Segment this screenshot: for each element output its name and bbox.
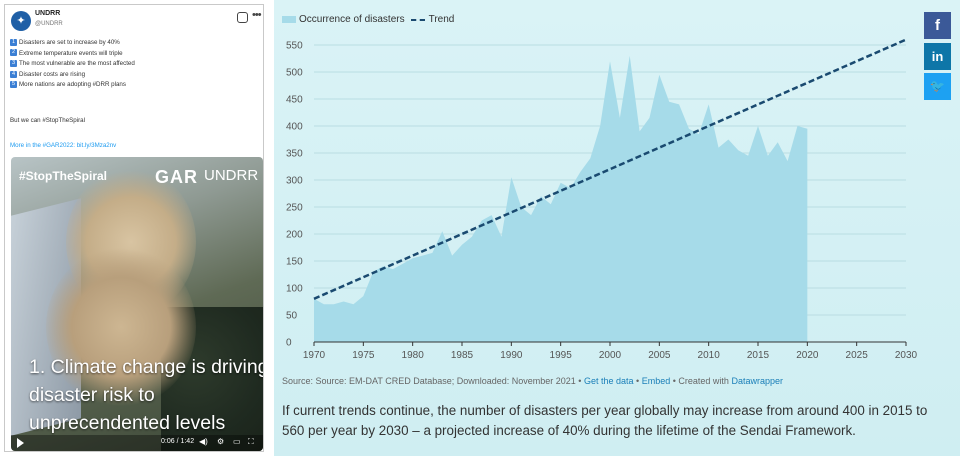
y-tick-label: 50 bbox=[286, 311, 298, 322]
facebook-share-icon[interactable]: f bbox=[924, 12, 951, 39]
legend-area-label: Occurrence of disasters bbox=[299, 14, 405, 25]
x-tick-label: 2020 bbox=[796, 350, 819, 361]
account-name[interactable]: UNDRR bbox=[35, 10, 61, 17]
y-tick-label: 100 bbox=[286, 284, 303, 295]
list-item: 2 Extreme temperature events will triple bbox=[10, 49, 123, 57]
x-tick-label: 1985 bbox=[451, 350, 474, 361]
video-controls: 0:06 / 1:42 ◀) ⚙ ▭ ⛶ bbox=[11, 435, 263, 451]
y-tick-label: 250 bbox=[286, 203, 303, 214]
x-tick-label: 2000 bbox=[599, 350, 622, 361]
y-tick-label: 150 bbox=[286, 257, 303, 268]
x-tick-label: 1970 bbox=[303, 350, 326, 361]
undrr-avatar[interactable]: ✦ bbox=[11, 11, 31, 31]
video-caption: 1. Climate change is driving disaster ri… bbox=[29, 356, 263, 434]
x-tick-label: 2025 bbox=[846, 350, 869, 361]
pip-icon[interactable]: ▭ bbox=[233, 437, 241, 446]
account-handle[interactable]: @UNDRR bbox=[35, 21, 63, 27]
created-with-text: • Created with bbox=[672, 376, 729, 386]
chart-panel: Occurrence of disasters Trend 0 50 100 150 20… bbox=[274, 0, 960, 456]
bullet-separator: • bbox=[636, 376, 640, 386]
x-tick-label: 2015 bbox=[747, 350, 770, 361]
video-time: 0:06 / 1:42 bbox=[161, 438, 195, 445]
embed-link[interactable]: Embed bbox=[641, 376, 671, 386]
undrr-logo: UNDRR bbox=[204, 167, 259, 184]
x-tick-label: 2005 bbox=[648, 350, 671, 361]
x-tick-label: 1980 bbox=[402, 350, 425, 361]
source-line: Source: Source: EM-DAT CRED Database; Do… bbox=[282, 376, 783, 386]
y-tick-label: 550 bbox=[286, 41, 303, 52]
y-tick-label: 350 bbox=[286, 149, 303, 160]
y-tick-label: 200 bbox=[286, 230, 303, 241]
y-tick-label: 300 bbox=[286, 176, 303, 187]
y-tick-label: 500 bbox=[286, 68, 303, 79]
y-tick-label: 0 bbox=[286, 338, 292, 349]
volume-icon[interactable]: ◀) bbox=[199, 437, 208, 446]
twitter-share-icon[interactable]: 🐦 bbox=[924, 73, 951, 100]
linkedin-share-icon[interactable]: in bbox=[924, 43, 951, 70]
list-item: 3 The most vulnerable are the most affect… bbox=[10, 60, 135, 68]
fullscreen-icon[interactable]: ⛶ bbox=[248, 437, 254, 446]
x-tick-label: 1995 bbox=[550, 350, 573, 361]
play-icon[interactable] bbox=[17, 438, 24, 448]
legend-trend-label: Trend bbox=[428, 14, 455, 25]
list-item: 1 Disasters are set to increase by 40% bbox=[10, 38, 120, 46]
x-tick-label: 2030 bbox=[895, 350, 918, 361]
x-tick-label: 1990 bbox=[500, 350, 523, 361]
more-options-icon[interactable]: ••• bbox=[252, 9, 262, 21]
tweet-card: ✦ UNDRR @UNDRR ••• 1 Disasters are set to… bbox=[4, 4, 264, 452]
chart-legend: Occurrence of disasters Trend bbox=[282, 14, 454, 25]
chart-caption: If current trends continue, the number o… bbox=[282, 403, 928, 438]
stop-the-spiral-text[interactable]: But we can #StopTheSpiral bbox=[10, 117, 85, 124]
gar-logo: GAR bbox=[155, 167, 198, 187]
datawrapper-link[interactable]: Datawrapper bbox=[731, 376, 783, 386]
x-tick-label: 2010 bbox=[698, 350, 721, 361]
video-hashtag: #StopTheSpiral bbox=[19, 169, 108, 183]
legend-area-swatch bbox=[282, 16, 296, 23]
series-occurrence-area bbox=[314, 55, 808, 343]
list-item: 5 More nations are adopting #DRR plans bbox=[10, 81, 126, 89]
y-tick-label: 400 bbox=[286, 122, 303, 133]
settings-icon[interactable]: ⚙ bbox=[217, 437, 225, 446]
video-player[interactable]: #StopTheSpiral GAR UNDRR 1. Climate chan… bbox=[11, 157, 263, 451]
video-smoke bbox=[46, 247, 196, 407]
more-in-gar-link[interactable]: More in the #GAR2022: bit.ly/3Mza2nv bbox=[10, 142, 117, 149]
instagram-icon[interactable] bbox=[237, 12, 248, 23]
list-item: 4 Disaster costs are rising bbox=[10, 70, 86, 78]
get-data-link[interactable]: Get the data bbox=[583, 376, 634, 386]
disasters-area-chart: 0 50 100 150 200 250 300 350 400 450 500 550 1970 197… bbox=[286, 38, 918, 361]
y-tick-label: 450 bbox=[286, 95, 303, 106]
legend-trend-swatch bbox=[410, 18, 425, 21]
source-text: Source: Source: EM-DAT CRED Database; Do… bbox=[282, 376, 582, 386]
x-tick-label: 1975 bbox=[352, 350, 375, 361]
